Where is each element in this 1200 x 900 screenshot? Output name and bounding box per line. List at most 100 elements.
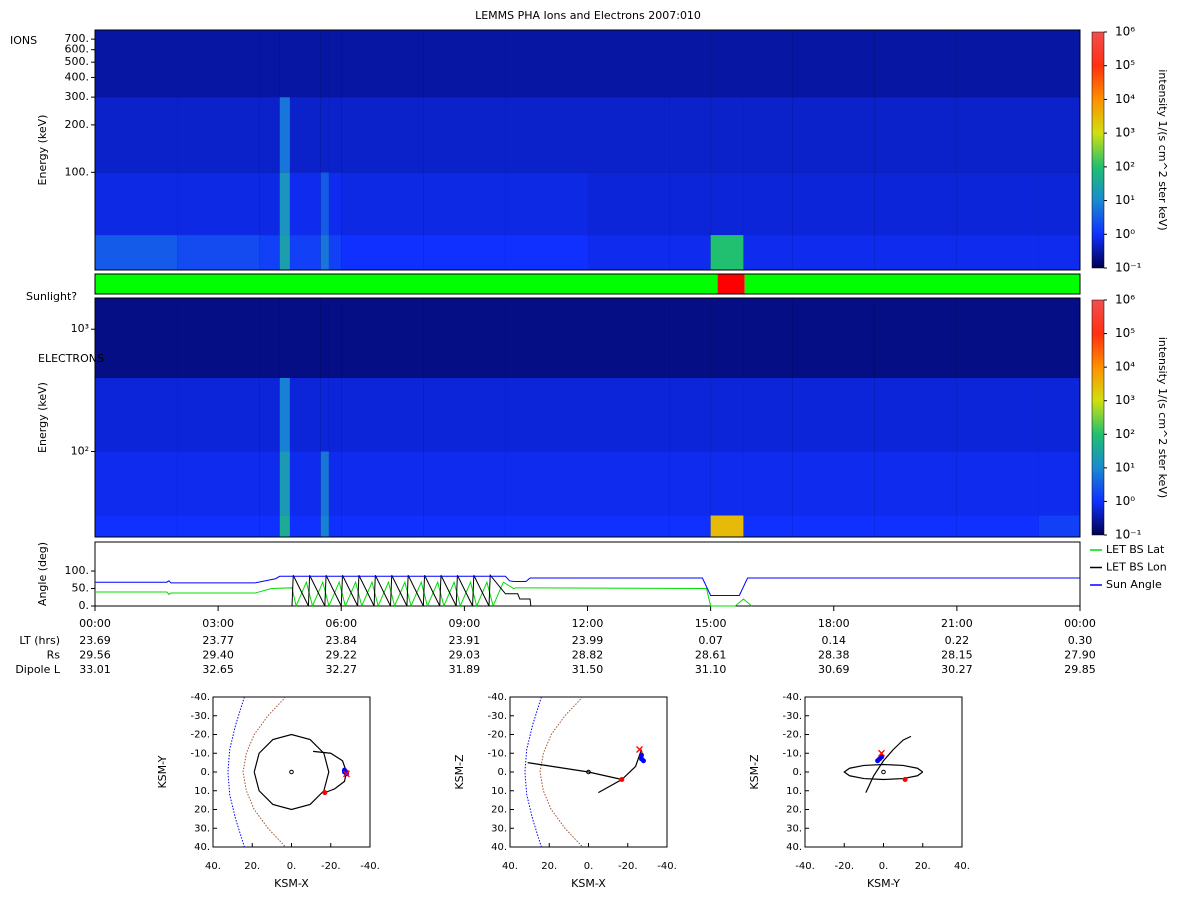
y-tick-label: -30.	[190, 711, 210, 722]
y-tick-label: -10.	[190, 748, 210, 759]
y-tick-label: 20.	[491, 805, 507, 816]
heatmap-cell	[289, 451, 321, 516]
colorbar-label: intensity 1/(s cm^2 ster keV)	[1156, 337, 1169, 498]
heatmap-cell	[874, 515, 957, 537]
colorbar-tick-label: 10²	[1115, 159, 1135, 173]
panel-label: ELECTRONS	[38, 352, 104, 365]
heatmap-cell	[710, 235, 744, 270]
heatmap-cell	[423, 451, 506, 516]
heatmap-cell	[320, 172, 329, 236]
heatmap-cell	[177, 30, 260, 98]
panel-border	[94, 297, 1081, 538]
heatmap-cell	[874, 97, 957, 173]
heatmap-cell	[505, 172, 588, 236]
orbit-marker	[875, 758, 881, 764]
x-tick-label: -40.	[360, 861, 380, 872]
heatmap-cell	[320, 97, 329, 173]
y-tick-label: 0.	[792, 767, 802, 778]
heatmap-cell	[1038, 97, 1080, 173]
heatmap-cell	[320, 515, 329, 537]
ephemeris-value: 28.38	[818, 649, 850, 662]
heatmap-cell	[289, 235, 321, 270]
status-segment	[717, 274, 745, 294]
ephemeris-label: LT (hrs)	[19, 634, 60, 647]
heatmap-cell	[587, 515, 670, 537]
heatmap-cell	[423, 172, 506, 236]
heatmap-cell	[259, 97, 280, 173]
heatmap-cell	[505, 377, 588, 452]
y-tick-label: 700.	[65, 32, 90, 45]
heatmap-cell	[289, 515, 321, 537]
x-tick-label: 21:00	[941, 617, 973, 630]
heatmap-cell	[874, 30, 957, 98]
orbit-line	[539, 696, 583, 848]
heatmap-cell	[669, 298, 711, 378]
line-series	[95, 580, 752, 608]
colorbar-label: intensity 1/(s cm^2 ster keV)	[1156, 69, 1169, 230]
ephemeris-value: 23.77	[202, 634, 234, 647]
heatmap-cell	[669, 515, 711, 537]
ephemeris-value: 32.65	[202, 663, 234, 676]
y-tick-label: 10.	[491, 786, 507, 797]
ephemeris-value: 23.91	[449, 634, 481, 647]
heatmap-cell	[956, 30, 1039, 98]
heatmap-cell	[669, 97, 711, 173]
orbit-line	[598, 749, 643, 794]
ephemeris-value: 23.84	[326, 634, 358, 647]
y-tick-label: -30.	[782, 711, 802, 722]
heatmap-cell	[328, 298, 342, 378]
ephemeris-value: 30.27	[941, 663, 973, 676]
heatmap-cell	[279, 172, 290, 236]
ephemeris-value: 28.61	[695, 649, 727, 662]
heatmap-cell	[341, 235, 424, 270]
ephemeris-value: 28.82	[572, 649, 604, 662]
y-axis-label: KSM-Y	[156, 755, 169, 788]
colorbar-tick-label: 10⁴	[1115, 92, 1135, 106]
orbit-marker	[638, 752, 644, 758]
heatmap-cell	[177, 377, 260, 452]
x-axis-label: KSM-Y	[867, 877, 900, 890]
x-tick-label: 00:00	[1064, 617, 1096, 630]
heatmap-cell	[743, 97, 793, 173]
heatmap-cell	[279, 377, 290, 452]
heatmap-cell	[177, 235, 260, 270]
heatmap-cell	[341, 172, 424, 236]
orbit-marker	[586, 769, 591, 775]
legend-label: Sun Angle	[1106, 578, 1162, 591]
heatmap-cell	[587, 172, 670, 236]
heatmap-cell	[289, 377, 321, 452]
panel-label: IONS	[10, 34, 37, 47]
ephemeris-value: 31.10	[695, 663, 727, 676]
heatmap-cell	[505, 451, 588, 516]
orbit-marker	[881, 769, 886, 775]
heatmap-cell	[95, 172, 178, 236]
ephemeris-label: Rs	[47, 649, 61, 662]
y-tick-label: 0.	[497, 767, 507, 778]
orbit-marker	[342, 770, 350, 778]
ephemeris-value: 28.15	[941, 649, 973, 662]
heatmap-cell	[341, 30, 424, 98]
colorbar-tick-label: 10²	[1115, 427, 1135, 441]
heatmap-cell	[1038, 515, 1080, 537]
colorbar	[1091, 299, 1105, 536]
orbit-line	[527, 762, 622, 781]
heatmap-cell	[95, 298, 178, 378]
colorbar-tick-label: 10³	[1115, 126, 1135, 140]
y-tick-label: -40.	[190, 692, 210, 703]
heatmap-cell	[177, 515, 260, 537]
heatmap-cell	[710, 172, 744, 236]
heatmap-cell	[95, 515, 178, 537]
heatmap-cell	[956, 172, 1039, 236]
heatmap-cell	[259, 377, 280, 452]
heatmap-cell	[95, 235, 178, 270]
x-tick-label: 03:00	[202, 617, 234, 630]
heatmap-cell	[259, 30, 280, 98]
heatmap-cell	[289, 172, 321, 236]
y-tick-label: -20.	[782, 730, 802, 741]
y-tick-label: 30.	[194, 823, 210, 834]
y-tick-label: 40.	[491, 842, 507, 853]
heatmap-cell	[341, 377, 424, 452]
colorbar	[1091, 31, 1105, 269]
ephemeris-value: 0.14	[822, 634, 847, 647]
heatmap-cell	[792, 235, 875, 270]
